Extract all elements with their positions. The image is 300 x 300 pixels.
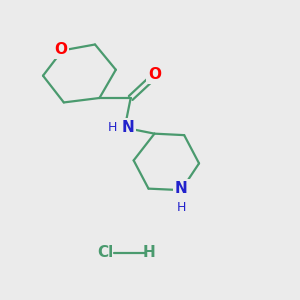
Text: N: N xyxy=(175,181,188,196)
Text: O: O xyxy=(148,67,161,82)
Text: H: H xyxy=(108,121,117,134)
Text: Cl: Cl xyxy=(97,245,113,260)
Text: H: H xyxy=(176,202,186,214)
Text: H: H xyxy=(142,245,155,260)
Text: O: O xyxy=(54,42,67,57)
Text: N: N xyxy=(121,120,134,135)
